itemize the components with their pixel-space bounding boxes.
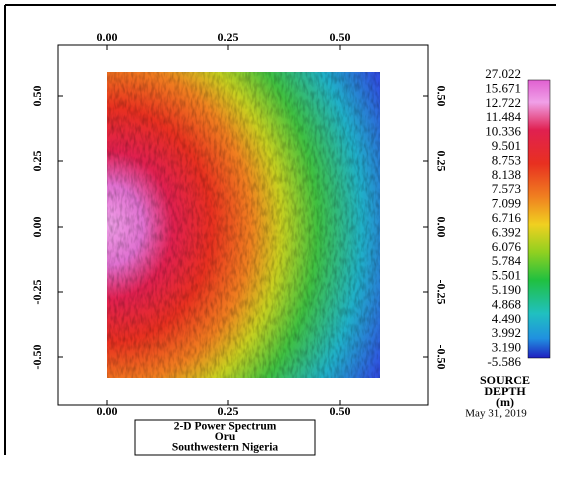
x-tick-label: 0.25 <box>218 30 239 44</box>
y-tick-label: 0.00 <box>434 217 448 238</box>
legend-label: 7.099 <box>492 196 521 211</box>
legend-label: 6.076 <box>492 239 522 254</box>
legend-label: 4.490 <box>492 311 521 326</box>
y-tick-label: 0.50 <box>30 86 44 107</box>
legend-label: 5.501 <box>492 268 521 283</box>
x-tick-label: 0.00 <box>97 404 118 418</box>
y-tick-label: 0.00 <box>30 217 44 238</box>
legend-label: -5.586 <box>487 354 521 369</box>
legend-label: 5.190 <box>492 282 521 297</box>
y-tick-label: -0.25 <box>30 280 44 305</box>
date: May 31, 2019 <box>465 408 527 420</box>
legend-title: SOURCE <box>480 373 530 387</box>
legend-label: 27.022 <box>485 66 521 81</box>
legend-label: 8.138 <box>492 167 521 182</box>
legend-label: 5.784 <box>492 253 522 268</box>
legend-label: 6.392 <box>492 224 521 239</box>
title-line: Oru <box>215 431 236 443</box>
legend-label: 3.992 <box>492 325 521 340</box>
legend-label: 11.484 <box>486 109 522 124</box>
y-tick-label: -0.50 <box>434 345 448 370</box>
y-tick-label: -0.25 <box>434 280 448 305</box>
x-tick-label: 0.00 <box>97 30 118 44</box>
legend-label: 10.336 <box>485 124 521 139</box>
x-tick-label: 0.25 <box>218 404 239 418</box>
legend-label: 6.716 <box>492 210 522 225</box>
legend-label: 8.753 <box>492 152 521 167</box>
legend-label: 7.573 <box>492 181 521 196</box>
x-tick-label: 0.50 <box>330 30 351 44</box>
plot-frame <box>57 44 429 406</box>
raster-texture <box>107 72 380 378</box>
y-tick-label: 0.50 <box>434 86 448 107</box>
x-tick-label: 0.50 <box>330 404 351 418</box>
legend-label: 15.671 <box>485 80 521 95</box>
title-box <box>134 419 316 456</box>
legend-label: 4.868 <box>492 296 521 311</box>
title-line: Southwestern Nigeria <box>172 442 279 454</box>
legend-title: (m) <box>496 395 514 409</box>
y-tick-label: 0.25 <box>30 151 44 172</box>
legend-label: 9.501 <box>492 138 521 153</box>
legend-title: DEPTH <box>484 384 526 398</box>
labels: 0.00 0.25 0.50 0.00 0.25 0.50 0.50 0.25 0.00 -0.2… <box>30 30 530 454</box>
legend-label: 3.190 <box>492 340 521 355</box>
title-line: 2-D Power Spectrum <box>174 421 277 433</box>
y-tick-label: -0.50 <box>30 345 44 370</box>
color-bar <box>527 79 551 359</box>
y-tick-label: 0.25 <box>434 151 448 172</box>
legend-label: 12.722 <box>485 95 521 110</box>
